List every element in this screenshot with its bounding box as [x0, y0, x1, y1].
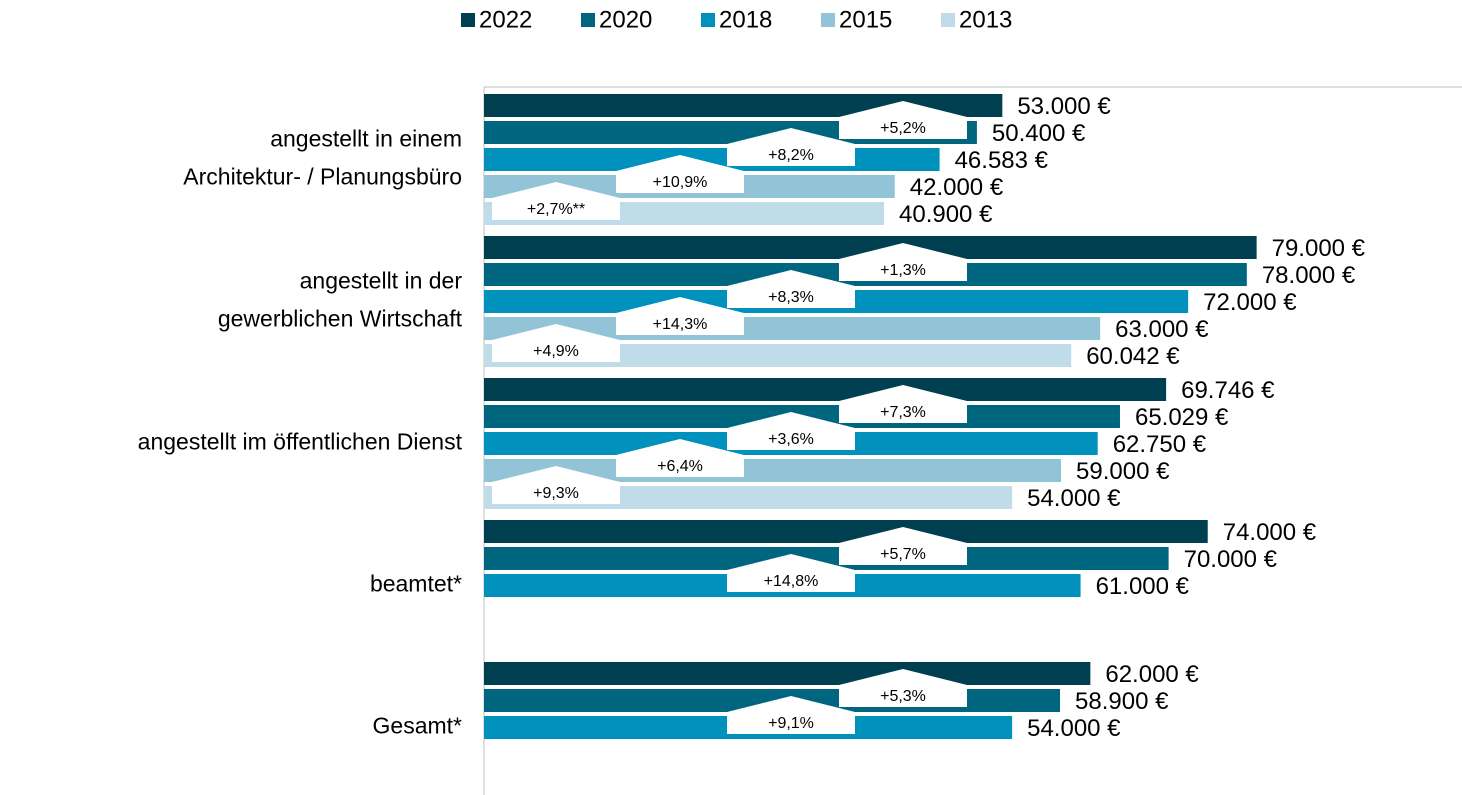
change-label: +7,3% — [880, 404, 926, 421]
legend-swatch — [461, 13, 475, 27]
value-label: 70.000 € — [1184, 546, 1278, 573]
category-label: beamtet* — [370, 571, 462, 597]
legend-swatch — [821, 13, 835, 27]
bar — [484, 662, 1091, 685]
change-label: +2,7%** — [527, 201, 585, 218]
category-label: angestellt in der — [300, 268, 463, 294]
value-label: 54.000 € — [1027, 485, 1121, 512]
bar — [484, 236, 1257, 259]
value-label: 74.000 € — [1223, 519, 1317, 546]
legend-swatch — [701, 13, 715, 27]
category-label: angestellt in einem — [270, 126, 462, 152]
value-label: 61.000 € — [1096, 573, 1190, 600]
value-label: 65.029 € — [1135, 404, 1229, 431]
category-label: angestellt im öffentlichen Dienst — [138, 429, 463, 455]
change-label: +1,3% — [880, 262, 926, 279]
legend-label: 2013 — [959, 6, 1012, 33]
change-label: +10,9% — [653, 174, 708, 191]
legend-label: 2018 — [719, 6, 772, 33]
change-badge — [839, 527, 967, 565]
value-label: 46.583 € — [955, 147, 1049, 174]
change-label: +5,3% — [880, 688, 926, 705]
change-label: +14,3% — [653, 316, 708, 333]
change-badge — [616, 439, 744, 477]
value-label: 62.750 € — [1113, 431, 1207, 458]
change-label: +9,3% — [533, 485, 579, 502]
change-badge — [727, 128, 855, 166]
value-label: 60.042 € — [1086, 343, 1180, 370]
change-label: +3,6% — [768, 431, 814, 448]
legend-label: 2022 — [479, 6, 532, 33]
change-label: +5,7% — [880, 546, 926, 563]
legend-swatch — [941, 13, 955, 27]
legend-label: 2015 — [839, 6, 892, 33]
change-badge — [839, 669, 967, 707]
change-badge — [616, 155, 744, 193]
legend-swatch — [581, 13, 595, 27]
change-badge — [727, 696, 855, 734]
value-label: 59.000 € — [1076, 458, 1170, 485]
value-label: 72.000 € — [1203, 289, 1297, 316]
value-label: 62.000 € — [1105, 661, 1199, 688]
bar — [484, 378, 1167, 401]
value-label: 79.000 € — [1272, 235, 1366, 262]
change-badge — [616, 297, 744, 335]
change-badge — [839, 101, 967, 139]
bar — [484, 520, 1208, 543]
bar — [484, 547, 1169, 570]
value-label: 54.000 € — [1027, 715, 1121, 742]
change-badge — [727, 270, 855, 308]
change-label: +8,2% — [768, 147, 814, 164]
change-badge — [727, 554, 855, 592]
value-label: 69.746 € — [1181, 377, 1275, 404]
category-label: Architektur- / Planungsbüro — [183, 164, 462, 190]
change-badge — [492, 324, 620, 362]
value-label: 58.900 € — [1075, 688, 1169, 715]
value-label: 50.400 € — [992, 120, 1086, 147]
change-label: +8,3% — [768, 289, 814, 306]
change-label: +9,1% — [768, 715, 814, 732]
change-label: +14,8% — [764, 573, 819, 590]
legend-label: 2020 — [599, 6, 652, 33]
change-badge — [492, 466, 620, 504]
value-label: 40.900 € — [899, 201, 993, 228]
value-label: 63.000 € — [1115, 316, 1209, 343]
category-label: Gesamt* — [373, 713, 463, 739]
change-label: +4,9% — [533, 343, 579, 360]
change-badge — [839, 385, 967, 423]
change-badge — [727, 412, 855, 450]
value-label: 42.000 € — [910, 174, 1004, 201]
category-label: gewerblichen Wirtschaft — [218, 306, 463, 332]
bar — [484, 344, 1072, 367]
change-label: +6,4% — [657, 458, 703, 475]
change-badge — [492, 182, 620, 220]
value-label: 53.000 € — [1017, 93, 1111, 120]
change-badge — [839, 243, 967, 281]
value-label: 78.000 € — [1262, 262, 1356, 289]
change-label: +5,2% — [880, 120, 926, 137]
